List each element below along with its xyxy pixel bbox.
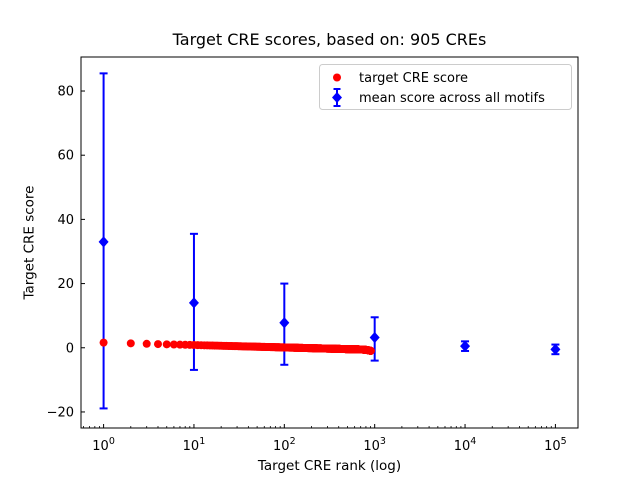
mean-diamond-marker bbox=[460, 340, 471, 352]
y-axis-label: Target CRE score bbox=[22, 186, 38, 301]
legend: target CRE score mean score across all m… bbox=[319, 64, 572, 110]
x-axis-label: Target CRE rank (log) bbox=[257, 458, 401, 474]
x-axis-minor-ticks bbox=[83, 426, 552, 428]
y-tick-label: 20 bbox=[57, 277, 74, 292]
mean-diamond-marker bbox=[98, 236, 109, 248]
legend-target-label: target CRE score bbox=[359, 71, 468, 86]
y-tick-label: −20 bbox=[47, 405, 74, 420]
mean-diamond-marker bbox=[188, 297, 199, 309]
chart-title: Target CRE scores, based on: 905 CREs bbox=[172, 30, 487, 49]
mean-diamond-marker bbox=[369, 331, 380, 344]
legend-target-marker-icon bbox=[333, 73, 341, 82]
legend-mean-label: mean score across all motifs bbox=[359, 91, 545, 106]
y-axis-major-ticks bbox=[81, 90, 85, 413]
target-score-series bbox=[99, 338, 375, 355]
y-axis-tick-labels: −20 0 20 40 60 80 bbox=[47, 85, 74, 421]
y-tick-label: 80 bbox=[57, 85, 74, 100]
mean-diamond-marker bbox=[550, 343, 561, 355]
y-tick-label: 60 bbox=[57, 149, 74, 164]
legend-box bbox=[319, 64, 572, 110]
legend-mean-marker-icon bbox=[332, 88, 342, 107]
plot-border bbox=[80, 56, 579, 429]
mean-score-series bbox=[98, 72, 561, 410]
y-tick-label: 0 bbox=[66, 341, 74, 356]
y-tick-label: 40 bbox=[57, 213, 74, 228]
x-axis-major-ticks bbox=[103, 424, 556, 428]
mean-diamond-marker bbox=[279, 317, 290, 329]
